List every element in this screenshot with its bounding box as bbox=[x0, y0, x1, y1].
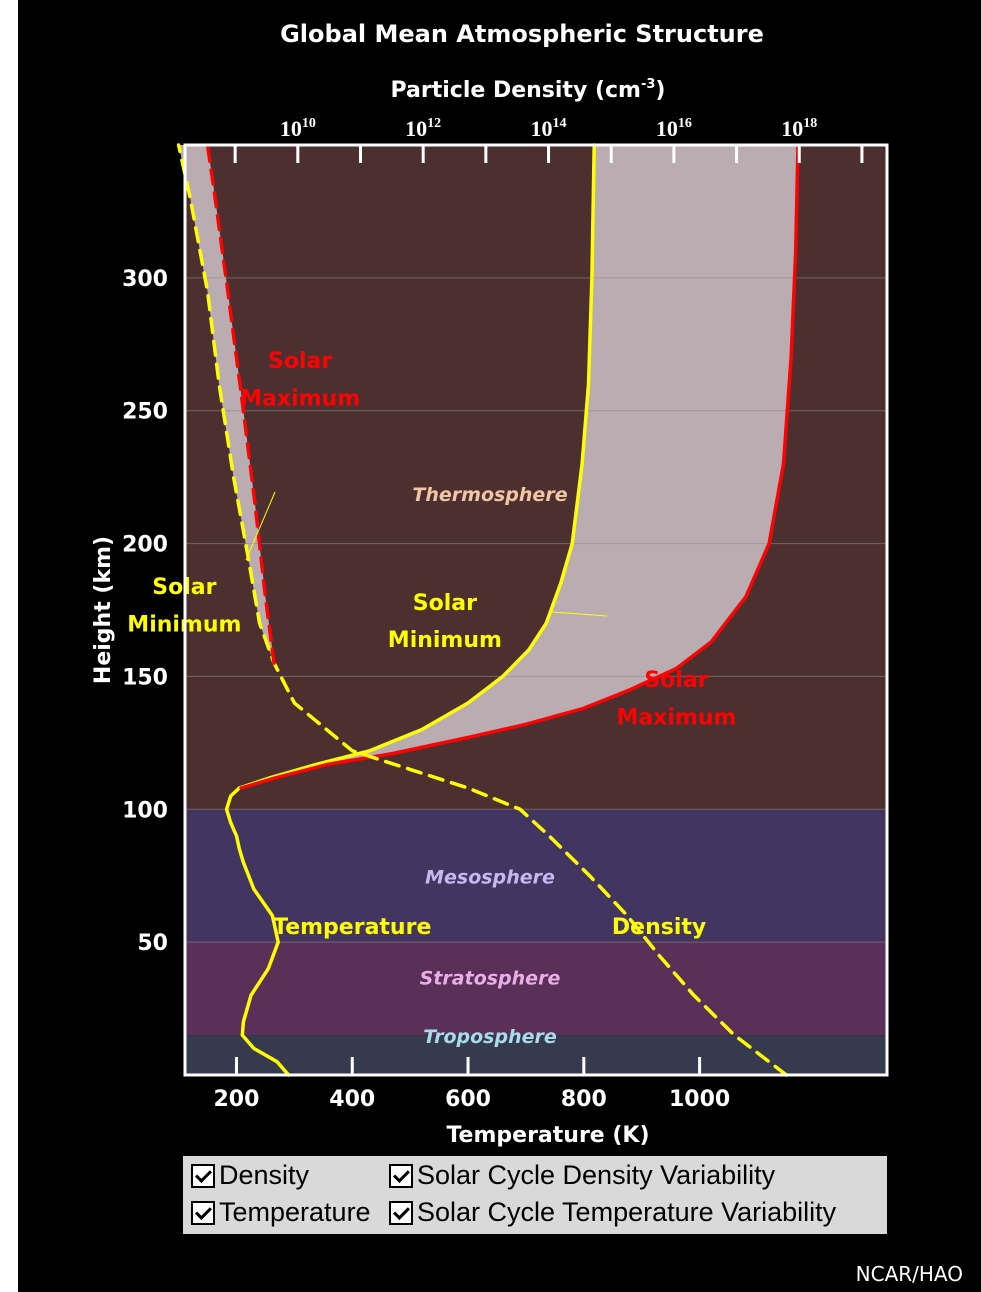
annotation-maximum: Maximum bbox=[616, 705, 736, 730]
series-density bbox=[176, 143, 789, 1077]
temperature-checkbox[interactable]: Temperature bbox=[191, 1197, 371, 1228]
annotation-density: Density bbox=[612, 915, 706, 940]
top-axis-tick-label: 1016 bbox=[656, 116, 692, 141]
annotation-minimum: Minimum bbox=[388, 628, 502, 653]
layer-label-troposphere: Troposphere bbox=[423, 1026, 557, 1048]
solar-minimum-leader-line bbox=[551, 611, 608, 617]
axes: 1010 1012 1014 1016 1018 200 400 600 800 1000 50 10… bbox=[122, 116, 889, 1112]
layer-troposphere bbox=[185, 1035, 887, 1075]
series-solar-maximum bbox=[239, 143, 800, 790]
top-axis-label: Particle Density (cm-3) bbox=[391, 77, 666, 103]
layer-mesosphere bbox=[185, 809, 887, 943]
top-axis-tick-label: 1012 bbox=[405, 116, 441, 141]
y-axis-label: Height (km) bbox=[91, 536, 116, 684]
temperature-variability-band bbox=[239, 145, 798, 788]
x-axis-tick-label: 400 bbox=[329, 1087, 375, 1112]
y-axis-tick-label: 300 bbox=[122, 267, 168, 292]
layer-stratosphere bbox=[185, 942, 887, 1036]
y-axis-tick-label: 250 bbox=[122, 400, 168, 425]
series-solar-minimum bbox=[237, 143, 596, 790]
annotation-maximum: Maximum bbox=[240, 386, 360, 411]
density-variability-band bbox=[178, 145, 275, 664]
top-axis-tick-label: 1014 bbox=[531, 116, 567, 141]
temperature-checkbox-label: Temperature bbox=[219, 1197, 371, 1227]
annotation-solar: Solar bbox=[268, 349, 332, 374]
density-variability-checkbox[interactable]: Solar Cycle Density Variability bbox=[389, 1160, 775, 1191]
y-axis-tick-label: 150 bbox=[122, 665, 168, 690]
y-axis-tick-label: 50 bbox=[137, 931, 168, 956]
annotation-solar: Solar bbox=[644, 668, 708, 693]
top-axis-tick-label: 1010 bbox=[280, 116, 316, 141]
density-checkbox-label: Density bbox=[219, 1160, 310, 1190]
annotation-solar: Solar bbox=[413, 591, 477, 616]
solar-minimum-leader-line bbox=[245, 491, 276, 561]
layer-labels: Troposphere Stratosphere Mesosphere Thermos… bbox=[412, 484, 567, 1048]
density-checkbox[interactable]: Density bbox=[191, 1160, 309, 1191]
layer-label-thermosphere: Thermosphere bbox=[412, 484, 567, 506]
legend-controls: Density Solar Cycle Density Variability … bbox=[183, 1156, 887, 1234]
series-lines bbox=[176, 143, 800, 1077]
checkbox-checked-icon[interactable] bbox=[389, 1163, 413, 1188]
variability-bands bbox=[178, 145, 798, 788]
checkbox-checked-icon[interactable] bbox=[191, 1163, 215, 1188]
x-axis-tick-label: 600 bbox=[445, 1087, 491, 1112]
annotation-temperature: Temperature bbox=[273, 915, 431, 940]
credit-text: NCAR/HAO bbox=[855, 1262, 963, 1286]
series-temperature bbox=[224, 786, 291, 1077]
y-axis-tick-label: 100 bbox=[122, 798, 168, 823]
chart-title: Global Mean Atmospheric Structure bbox=[280, 20, 764, 48]
top-axis-tick-label: 1018 bbox=[781, 116, 817, 141]
x-axis-tick-label: 800 bbox=[561, 1087, 607, 1112]
y-axis-tick-label: 200 bbox=[122, 533, 168, 558]
plot-frame bbox=[183, 143, 889, 1077]
temperature-variability-checkbox-label: Solar Cycle Temperature Variability bbox=[417, 1197, 837, 1227]
density-variability-checkbox-label: Solar Cycle Density Variability bbox=[417, 1160, 776, 1190]
layer-label-mesosphere: Mesosphere bbox=[425, 867, 555, 889]
series-solar-maximum-density bbox=[205, 143, 276, 665]
x-axis-tick-label: 200 bbox=[214, 1087, 260, 1112]
checkbox-checked-icon[interactable] bbox=[389, 1200, 413, 1225]
temperature-variability-checkbox[interactable]: Solar Cycle Temperature Variability bbox=[389, 1197, 883, 1228]
checkbox-checked-icon[interactable] bbox=[191, 1200, 215, 1225]
x-axis-label: Temperature (K) bbox=[446, 1123, 649, 1148]
x-axis-tick-label: 1000 bbox=[669, 1087, 730, 1112]
layer-label-stratosphere: Stratosphere bbox=[420, 968, 561, 990]
